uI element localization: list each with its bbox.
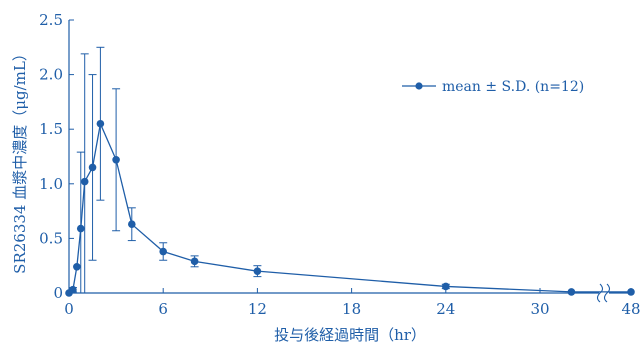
y-tick-label: 1.5 [39, 120, 63, 138]
x-tick-label: 30 [530, 300, 549, 318]
x-tick-label: 0 [64, 300, 74, 318]
data-point [80, 177, 89, 186]
data-point [128, 220, 136, 229]
x-axis-label: 投与後経過時間（hr） [274, 326, 426, 344]
data-point [76, 224, 85, 233]
x-tick-label: 6 [158, 300, 168, 318]
axis-break-mark [596, 283, 604, 303]
series-line [68, 121, 631, 294]
data-point [159, 247, 167, 256]
data-points [65, 119, 635, 297]
error-bars [68, 46, 450, 293]
data-point [190, 257, 199, 266]
y-tick-label: 0 [53, 284, 63, 302]
data-point [88, 163, 97, 172]
data-point [73, 262, 81, 271]
data-point [442, 282, 450, 291]
y-tick-label: 1.0 [39, 175, 63, 193]
x-tick-label: 24 [436, 300, 455, 318]
legend-marker [415, 82, 423, 90]
legend-label: mean ± S.D. (n=12) [442, 79, 584, 95]
data-point [627, 288, 635, 296]
legend: mean ± S.D. (n=12) [402, 79, 584, 95]
data-point [567, 288, 576, 296]
axes [68, 20, 634, 303]
y-tick-label: 2.0 [39, 66, 63, 84]
x-tick-label: 18 [342, 300, 361, 318]
data-point [69, 285, 77, 294]
y-tick-label: 2.5 [39, 11, 63, 29]
data-point [112, 155, 120, 164]
y-axis-label: SR26334 血漿中濃度（μg/mL） [11, 46, 29, 274]
data-point [96, 119, 105, 128]
tick-marks: 0 0.5 1.0 1.5 2.0 2.5 0 6 12 18 24 30 48 [39, 11, 640, 318]
data-point [253, 267, 262, 275]
axis-break-mark [603, 283, 611, 303]
x-tick-label: 12 [248, 300, 267, 318]
x-tick-label: 48 [621, 300, 640, 318]
y-tick-label: 0.5 [39, 229, 63, 247]
